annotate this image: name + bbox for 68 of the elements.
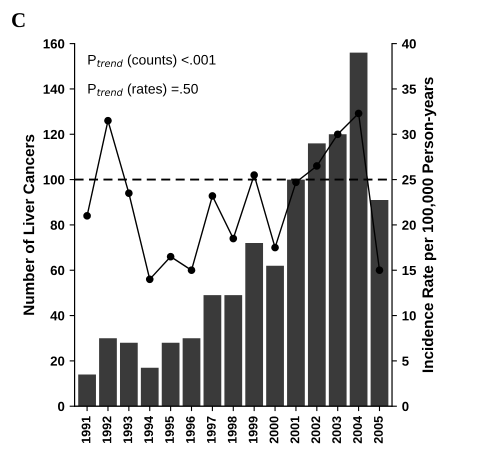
x-tick-label: 1997 [206, 416, 216, 443]
y-tick-label: 160 [44, 39, 64, 49]
bar [162, 342, 180, 406]
x-tick-label: 2003 [332, 416, 342, 444]
y2-tick-label: 40 [402, 39, 416, 49]
point [104, 116, 112, 124]
x-tick-label: 1998 [228, 416, 237, 443]
point [376, 266, 384, 274]
x-tick-label: 2002 [311, 416, 320, 444]
bar [140, 368, 159, 406]
y-tick-label: 0 [58, 402, 64, 412]
x-tick-label: 2000 [270, 416, 278, 444]
point [334, 130, 342, 138]
x-tick-label: 1999 [248, 416, 258, 443]
y-tick-label: 120 [44, 130, 64, 140]
point [208, 192, 216, 200]
bar [224, 295, 242, 406]
y-tick-label: 40 [50, 311, 64, 320]
bar [182, 338, 200, 406]
y2-tick-label: 0 [402, 402, 409, 412]
point [271, 244, 279, 252]
point [125, 189, 133, 197]
x-tick-label: 1996 [186, 416, 195, 443]
bar [308, 143, 326, 406]
y-tick-label: 60 [50, 266, 64, 276]
x-tick-label: 1992 [102, 416, 112, 443]
y2-tick-label: 5 [402, 356, 409, 366]
y2-tick-label: 35 [402, 84, 416, 94]
point [188, 266, 196, 274]
point [146, 275, 154, 284]
point [166, 252, 174, 260]
y2-tick-label: 30 [402, 130, 416, 140]
x-tick-label: 1994 [144, 416, 154, 443]
bar [204, 295, 222, 406]
y2-axis-title: Incidence Rate per 100,000 Person-years [422, 77, 436, 372]
bar [370, 200, 388, 406]
y-tick-label: 80 [50, 220, 64, 230]
x-tick-label: 2001 [290, 416, 300, 444]
x-tick-label: 2004 [353, 416, 362, 444]
y-tick-label: 140 [44, 84, 64, 94]
bar [328, 134, 347, 406]
bar [78, 374, 96, 406]
annotation: P$_{trend}$ (counts) <.001 [88, 54, 216, 68]
bar [350, 52, 368, 406]
y2-tick-label: 20 [402, 220, 416, 230]
bar [287, 180, 305, 406]
bar [266, 266, 284, 406]
x-tick-label: 2005 [374, 416, 383, 444]
x-tick-label: 1995 [165, 416, 174, 443]
bar [245, 243, 264, 406]
point [292, 178, 300, 186]
point [250, 171, 258, 179]
bar [120, 342, 138, 406]
y-tick-label: 100 [44, 175, 64, 184]
y2-tick-label: 15 [402, 266, 416, 276]
point [83, 212, 91, 220]
point [229, 234, 238, 242]
y2-tick-label: 25 [402, 175, 416, 184]
y-tick-label: 20 [50, 356, 64, 366]
x-tick-label: 1993 [123, 416, 132, 443]
chart-title: C [12, 13, 25, 28]
annotation: P$_{trend}$ (rates) =.50 [88, 83, 198, 96]
y-axis-title: Number of Liver Cancers [23, 134, 34, 315]
point [313, 162, 321, 170]
bar [99, 338, 117, 406]
point [354, 110, 362, 118]
x-tick-label: 1991 [82, 416, 90, 443]
y2-tick-label: 10 [402, 311, 416, 320]
